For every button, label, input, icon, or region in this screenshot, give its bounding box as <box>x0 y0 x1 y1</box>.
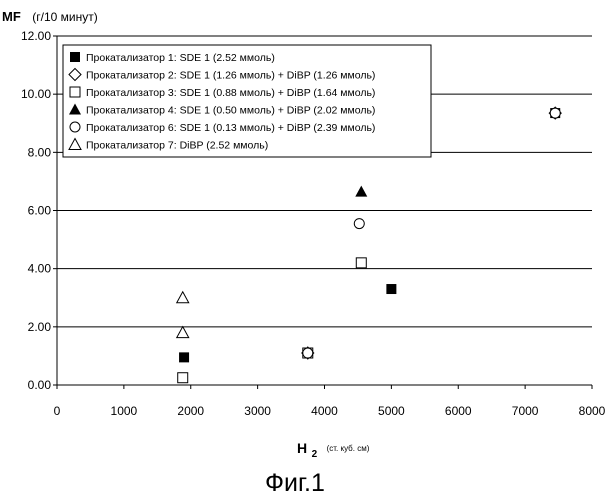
legend-marker-5 <box>70 122 80 132</box>
data-point-series-3 <box>356 258 366 268</box>
y-axis-label: MF <box>2 9 21 24</box>
y-tick-label: 0.00 <box>28 378 52 392</box>
x-tick-label: 6000 <box>445 404 472 418</box>
y-tick-label: 12.00 <box>21 29 51 43</box>
figure-caption: Фиг.1 <box>265 469 325 497</box>
data-point-series-6 <box>177 327 189 338</box>
data-point-series-3 <box>178 373 188 383</box>
x-tick-label: 2000 <box>177 404 204 418</box>
y-tick-label: 6.00 <box>28 204 52 218</box>
x-axis-subscript: 2 <box>312 449 318 460</box>
y-tick-label: 4.00 <box>28 262 52 276</box>
legend-label-1: Прокатализатор 1: SDE 1 (2.52 ммоль) <box>86 52 275 64</box>
y-axis-unit: (г/10 минут) <box>32 10 97 24</box>
legend-label-5: Прокатализатор 6: SDE 1 (0.13 ммоль) + D… <box>86 122 375 134</box>
data-point-series-4 <box>355 186 367 197</box>
data-point-series-6 <box>177 292 189 303</box>
data-point-series-5 <box>303 348 313 358</box>
x-tick-label: 5000 <box>378 404 405 418</box>
y-tick-label: 8.00 <box>28 145 52 159</box>
x-tick-label: 7000 <box>512 404 539 418</box>
legend-marker-1 <box>70 52 80 62</box>
y-tick-label: 2.00 <box>28 320 52 334</box>
data-point-series-5 <box>550 108 560 118</box>
x-tick-label: 8000 <box>579 404 606 418</box>
y-axis-title: MF (г/10 минут) <box>2 8 98 25</box>
legend-label-3: Прокатализатор 3: SDE 1 (0.88 ммоль) + D… <box>86 87 375 99</box>
legend-marker-3 <box>70 87 80 97</box>
data-point-series-1 <box>386 284 396 294</box>
data-point-series-5 <box>354 219 364 229</box>
data-point-series-1 <box>179 352 189 362</box>
x-axis-title: H 2 (ст. куб. см) <box>297 440 370 461</box>
x-tick-label: 1000 <box>111 404 138 418</box>
legend-label-6: Прокатализатор 7: DiBP (2.52 ммоль) <box>86 140 268 152</box>
legend: Прокатализатор 1: SDE 1 (2.52 ммоль) Прок… <box>63 45 431 157</box>
x-tick-label: 3000 <box>244 404 271 418</box>
legend-label-4: Прокатализатор 4: SDE 1 (0.50 ммоль) + D… <box>86 105 375 117</box>
x-axis-label: H <box>297 440 307 456</box>
x-tick-label: 0 <box>54 404 61 418</box>
legend-label-2: Прокатализатор 2: SDE 1 (1.26 ммоль) + D… <box>86 70 375 82</box>
y-tick-label: 10.00 <box>21 87 51 101</box>
x-tick-label: 4000 <box>311 404 338 418</box>
x-axis-unit: (ст. куб. см) <box>327 444 370 453</box>
